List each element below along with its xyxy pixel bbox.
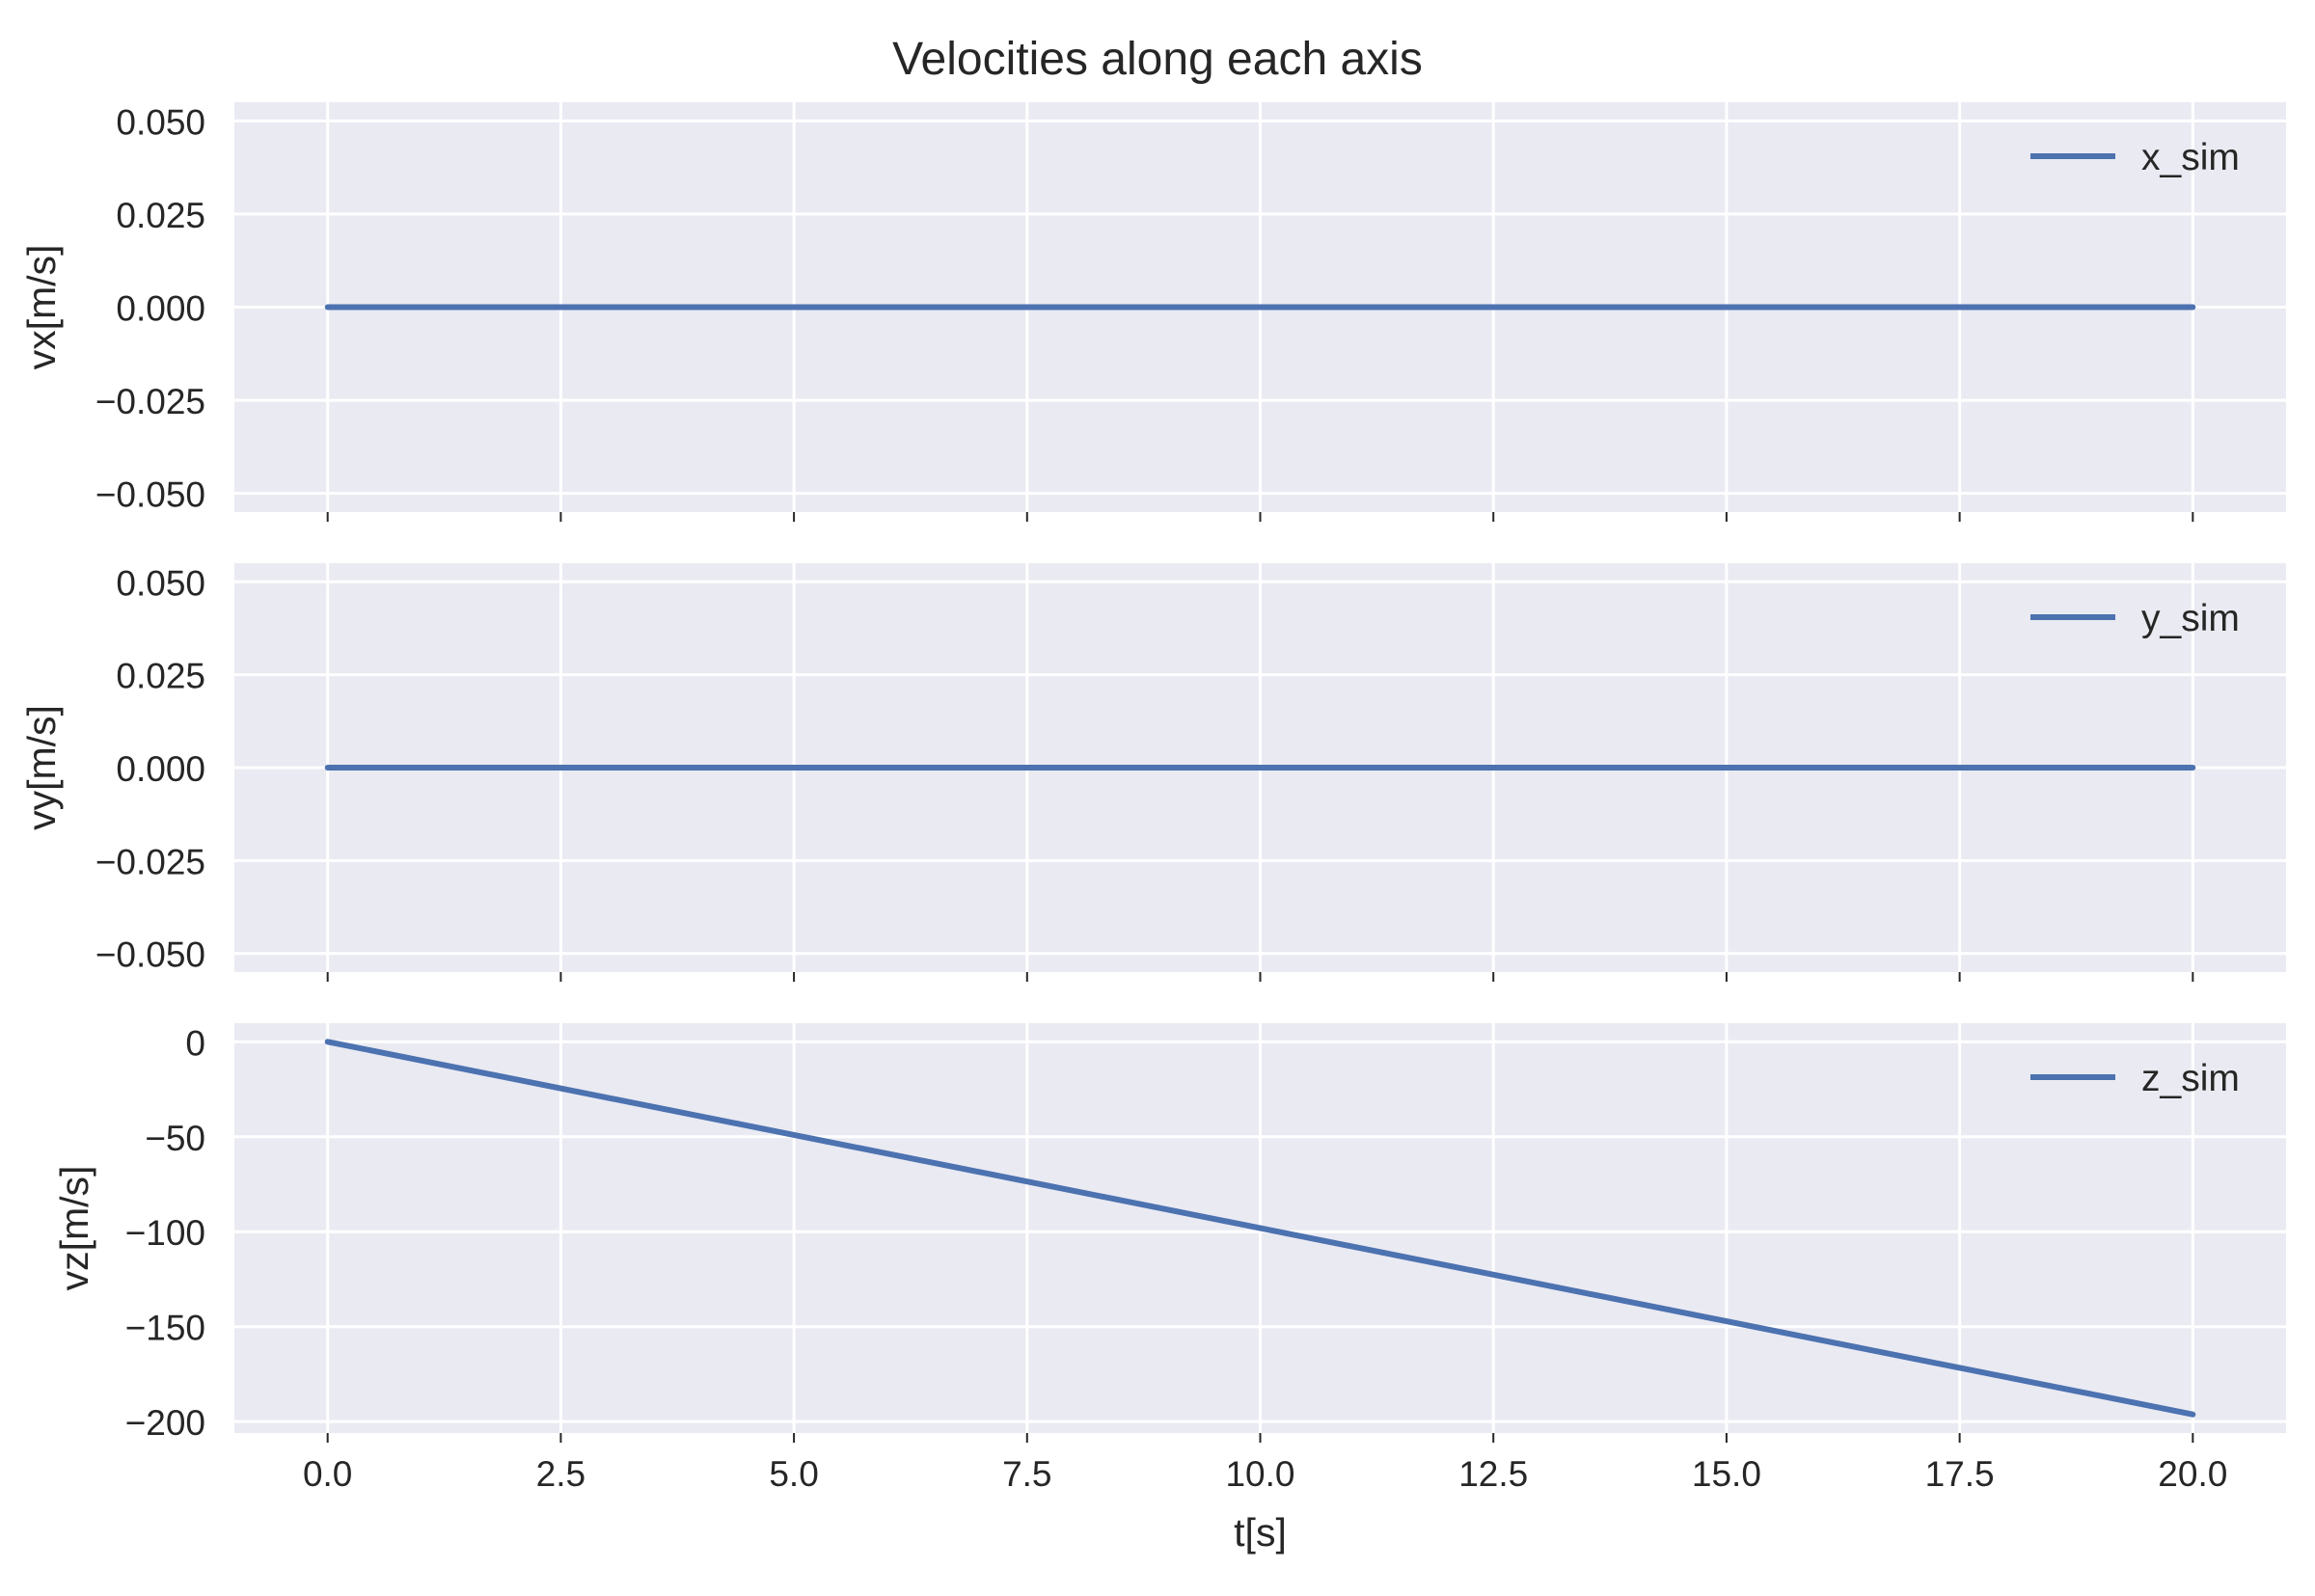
y-axis-label: vx[m/s]	[19, 245, 64, 370]
legend-label: z_sim	[2141, 1058, 2240, 1099]
y-tick-label: −50	[145, 1119, 205, 1158]
x-tick-label: 10.0	[1225, 1454, 1294, 1494]
axes-panel-1: 0.050 0.025 0.000 −0.025 −0.050 vx[m/s] x_sim	[19, 102, 2286, 522]
x-tick-label: 15.0	[1692, 1454, 1761, 1494]
y-tick-label: −200	[125, 1403, 205, 1443]
y-tick-label: 0	[185, 1023, 205, 1063]
y-axis-label: vy[m/s]	[19, 705, 64, 830]
axes-panel-2: 0.050 0.025 0.000 −0.025 −0.050 vy[m/s] y_sim	[19, 563, 2286, 982]
y-tick-label: −0.025	[95, 842, 205, 881]
y-tick-label: −150	[125, 1309, 205, 1348]
legend-label: x_sim	[2141, 137, 2240, 178]
axes-panel-3: 0 −50 −100 −150 −200 vz[m/s] z_sim 0.0 2.5 5.0 7.5…	[52, 1023, 2286, 1494]
y-tick-label: 0.050	[116, 563, 205, 603]
x-tick-label: 5.0	[769, 1454, 818, 1494]
y-axis-label: vz[m/s]	[52, 1166, 96, 1291]
chart-title: Velocities along each axis	[892, 34, 1423, 85]
y-tick-label: 0.000	[116, 749, 205, 789]
y-tick-label: −0.025	[95, 382, 205, 421]
x-tick-label: 17.5	[1925, 1454, 1995, 1494]
x-tick-label: 7.5	[1002, 1454, 1051, 1494]
x-axis-label: t[s]	[1234, 1510, 1287, 1555]
x-tick-label: 20.0	[2158, 1454, 2227, 1494]
legend-label: y_sim	[2141, 598, 2240, 639]
y-tick-label: 0.000	[116, 289, 205, 329]
y-tick-label: −0.050	[95, 935, 205, 975]
y-tick-label: 0.025	[116, 657, 205, 696]
y-tick-label: −0.050	[95, 475, 205, 515]
series-line-z_sim	[324, 1039, 2196, 1418]
y-tick-label: 0.025	[116, 196, 205, 235]
y-tick-label: −100	[125, 1213, 205, 1253]
x-tick-label: 12.5	[1458, 1454, 1528, 1494]
x-tick-label: 2.5	[536, 1454, 586, 1494]
y-tick-label: 0.050	[116, 102, 205, 142]
x-tick-label: 0.0	[303, 1454, 352, 1494]
